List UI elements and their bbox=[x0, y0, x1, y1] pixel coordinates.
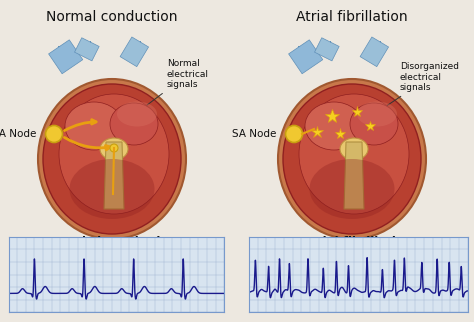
Text: Disorganized
electrical
signals: Disorganized electrical signals bbox=[370, 62, 459, 117]
Ellipse shape bbox=[350, 103, 398, 145]
Ellipse shape bbox=[38, 79, 186, 239]
Text: Atrial fibrillation: Atrial fibrillation bbox=[302, 236, 412, 249]
Circle shape bbox=[46, 126, 63, 143]
Polygon shape bbox=[104, 142, 124, 209]
Ellipse shape bbox=[65, 102, 123, 150]
Ellipse shape bbox=[305, 102, 363, 150]
FancyArrowPatch shape bbox=[360, 37, 389, 67]
FancyArrowPatch shape bbox=[120, 37, 148, 67]
Circle shape bbox=[285, 126, 302, 143]
Ellipse shape bbox=[310, 159, 394, 219]
Ellipse shape bbox=[283, 84, 421, 234]
FancyArrowPatch shape bbox=[315, 38, 339, 61]
Ellipse shape bbox=[340, 138, 368, 160]
FancyArrowPatch shape bbox=[289, 40, 323, 74]
Text: SA Node: SA Node bbox=[0, 129, 36, 139]
Circle shape bbox=[110, 144, 118, 152]
Ellipse shape bbox=[299, 94, 409, 214]
Ellipse shape bbox=[357, 101, 397, 127]
FancyArrowPatch shape bbox=[49, 40, 83, 74]
Ellipse shape bbox=[110, 103, 158, 145]
Ellipse shape bbox=[70, 159, 155, 219]
Text: Normal sinus rhythm: Normal sinus rhythm bbox=[37, 236, 176, 249]
Text: Atrial fibrillation: Atrial fibrillation bbox=[296, 10, 408, 24]
FancyArrowPatch shape bbox=[74, 38, 99, 61]
Text: Normal
electrical
signals: Normal electrical signals bbox=[125, 59, 209, 122]
Text: Normal conduction: Normal conduction bbox=[46, 10, 178, 24]
Polygon shape bbox=[344, 142, 364, 209]
Ellipse shape bbox=[278, 79, 426, 239]
Ellipse shape bbox=[117, 101, 157, 127]
Text: SA Node: SA Node bbox=[232, 129, 276, 139]
Ellipse shape bbox=[100, 138, 128, 160]
Ellipse shape bbox=[59, 94, 169, 214]
Ellipse shape bbox=[43, 84, 181, 234]
